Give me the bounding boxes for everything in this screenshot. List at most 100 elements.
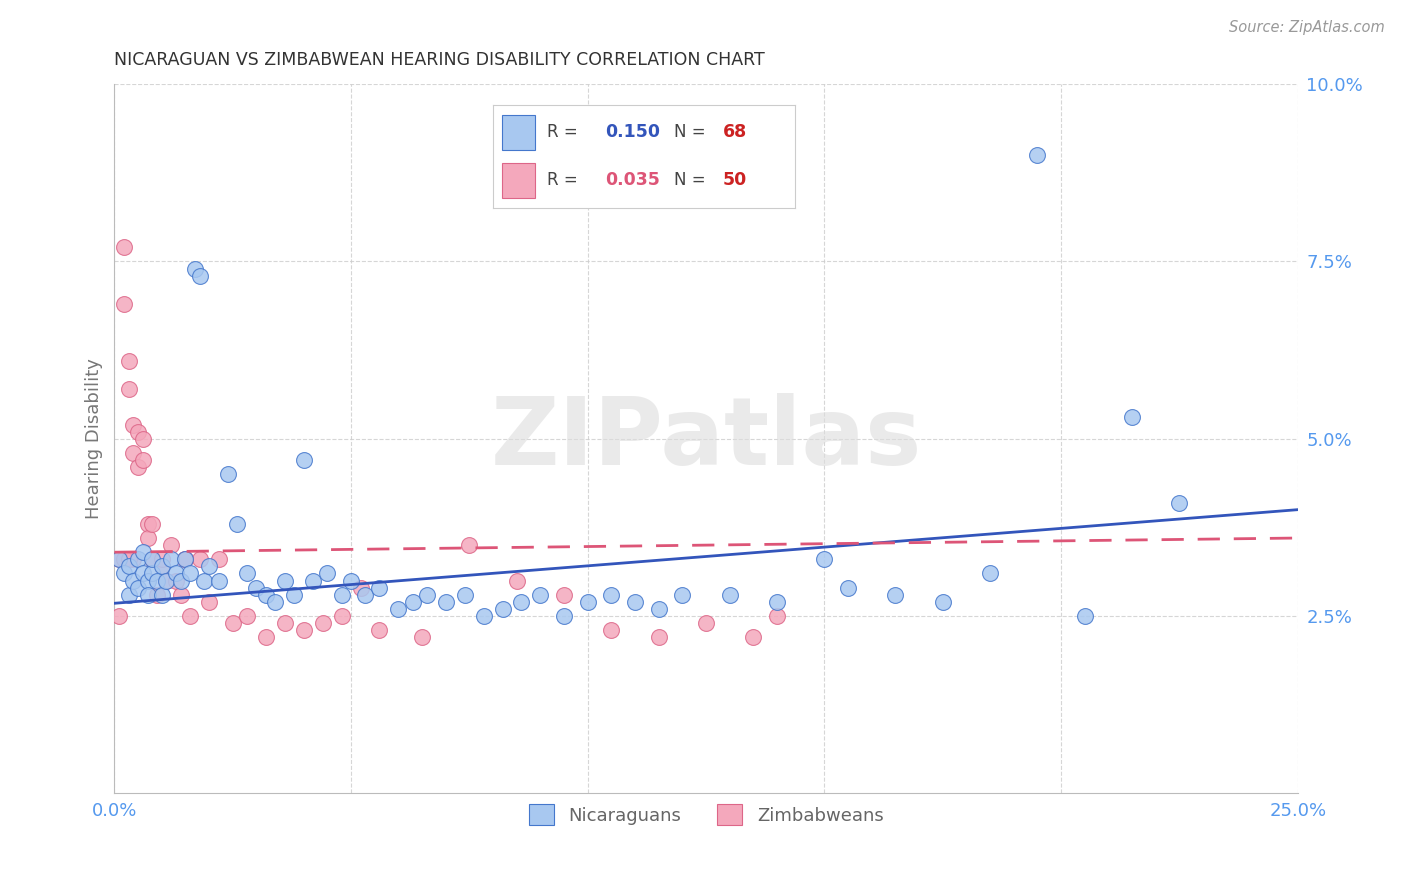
Text: Source: ZipAtlas.com: Source: ZipAtlas.com: [1229, 20, 1385, 35]
Legend: Nicaraguans, Zimbabweans: Nicaraguans, Zimbabweans: [519, 795, 893, 834]
Point: [472, 609, 495, 624]
Point: [302, 574, 325, 588]
Point: [122, 552, 145, 566]
Point: [136, 531, 159, 545]
Point: [553, 588, 575, 602]
Point: [222, 616, 245, 631]
Point: [207, 574, 229, 588]
Point: [1074, 609, 1097, 624]
Point: [766, 609, 789, 624]
Point: [434, 595, 457, 609]
Point: [132, 453, 155, 467]
Point: [117, 552, 139, 566]
Point: [401, 595, 423, 609]
Point: [136, 588, 159, 602]
Point: [292, 453, 315, 467]
Point: [184, 261, 207, 276]
Point: [718, 588, 741, 602]
Point: [813, 552, 835, 566]
Point: [170, 588, 193, 602]
Point: [141, 516, 163, 531]
Point: [198, 559, 221, 574]
Point: [411, 630, 433, 644]
Point: [254, 630, 277, 644]
Point: [127, 425, 149, 439]
Point: [127, 552, 149, 566]
Point: [155, 574, 177, 588]
Text: NICARAGUAN VS ZIMBABWEAN HEARING DISABILITY CORRELATION CHART: NICARAGUAN VS ZIMBABWEAN HEARING DISABIL…: [114, 51, 765, 69]
Point: [165, 574, 187, 588]
Point: [454, 588, 477, 602]
Point: [349, 581, 371, 595]
Point: [132, 432, 155, 446]
Point: [117, 353, 139, 368]
Point: [245, 581, 267, 595]
Point: [165, 566, 187, 581]
Point: [292, 624, 315, 638]
Point: [576, 595, 599, 609]
Point: [648, 630, 671, 644]
Point: [136, 574, 159, 588]
Point: [330, 609, 353, 624]
Point: [254, 588, 277, 602]
Point: [932, 595, 955, 609]
Point: [160, 552, 183, 566]
Point: [112, 297, 135, 311]
Point: [330, 588, 353, 602]
Point: [179, 609, 201, 624]
Point: [510, 595, 533, 609]
Point: [600, 588, 623, 602]
Point: [150, 588, 173, 602]
Point: [742, 630, 765, 644]
Point: [112, 240, 135, 254]
Point: [112, 552, 135, 566]
Point: [1121, 410, 1143, 425]
Point: [506, 574, 529, 588]
Point: [117, 559, 139, 574]
Point: [529, 588, 551, 602]
Point: [217, 467, 239, 482]
Point: [146, 588, 169, 602]
Point: [884, 588, 907, 602]
Point: [170, 574, 193, 588]
Point: [274, 616, 297, 631]
Point: [236, 609, 259, 624]
Point: [141, 552, 163, 566]
Point: [671, 588, 693, 602]
Point: [127, 460, 149, 475]
Point: [174, 552, 197, 566]
Point: [112, 566, 135, 581]
Point: [695, 616, 717, 631]
Text: ZIPatlas: ZIPatlas: [491, 392, 922, 484]
Point: [458, 538, 481, 552]
Point: [117, 588, 139, 602]
Point: [1168, 495, 1191, 509]
Point: [150, 559, 173, 574]
Point: [193, 574, 215, 588]
Point: [264, 595, 287, 609]
Point: [174, 552, 197, 566]
Point: [274, 574, 297, 588]
Point: [766, 595, 789, 609]
Point: [207, 552, 229, 566]
Point: [188, 552, 211, 566]
Point: [340, 574, 363, 588]
Point: [553, 609, 575, 624]
Point: [316, 566, 339, 581]
Point: [387, 602, 409, 616]
Point: [312, 616, 335, 631]
Point: [236, 566, 259, 581]
Point: [150, 552, 173, 566]
Point: [179, 566, 201, 581]
Point: [979, 566, 1001, 581]
Point: [127, 581, 149, 595]
Point: [283, 588, 305, 602]
Point: [136, 516, 159, 531]
Point: [108, 552, 131, 566]
Point: [141, 552, 163, 566]
Point: [117, 382, 139, 396]
Point: [108, 552, 131, 566]
Point: [141, 566, 163, 581]
Point: [132, 566, 155, 581]
Point: [837, 581, 859, 595]
